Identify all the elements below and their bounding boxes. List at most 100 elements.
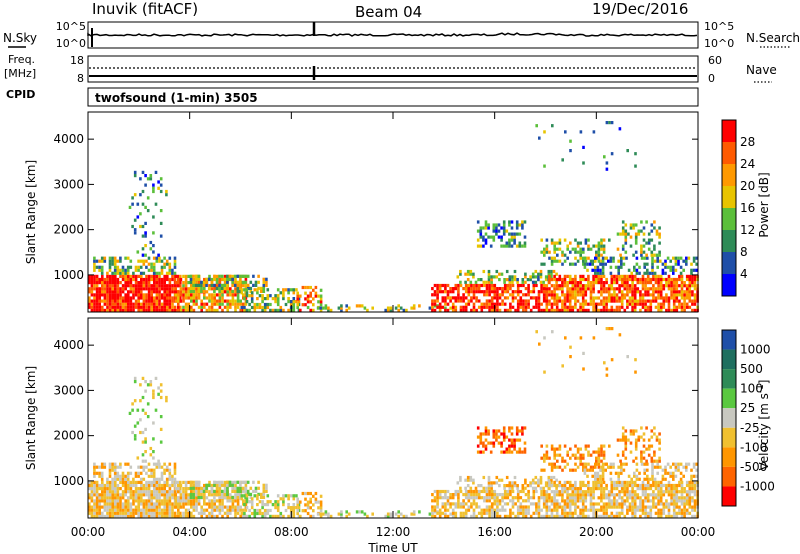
power-cell: [446, 283, 450, 288]
velocity-cell: [592, 505, 595, 509]
power-cell: [292, 288, 296, 292]
velocity-cell: [155, 483, 159, 488]
velocity-cell: [566, 511, 569, 515]
power-cell: [355, 304, 359, 308]
velocity-cell: [158, 505, 161, 509]
velocity-cell: [150, 508, 153, 512]
power-cell: [242, 284, 245, 288]
power-cell: [566, 247, 569, 251]
velocity-cell: [168, 490, 172, 494]
velocity-cell: [690, 474, 693, 478]
velocity-cell: [487, 478, 491, 482]
power-cell: [287, 291, 290, 295]
velocity-cell: [574, 490, 577, 494]
velocity-cell: [568, 487, 572, 491]
power-cell: [501, 287, 504, 291]
velocity-cell: [168, 502, 172, 506]
power-cell: [262, 283, 266, 287]
power-cell: [582, 250, 585, 254]
power-cell: [223, 299, 227, 303]
power-cell: [412, 304, 416, 308]
y-tick-label: 4000: [53, 338, 84, 352]
velocity-cell: [592, 483, 595, 488]
velocity-cell: [490, 489, 494, 494]
power-cell: [261, 300, 264, 304]
power-cell: [226, 286, 229, 290]
velocity-cell: [650, 429, 654, 433]
velocity-cell: [98, 496, 101, 500]
power-cell: [306, 300, 310, 304]
velocity-cell: [502, 435, 506, 439]
velocity-cell: [171, 483, 174, 488]
power-cell: [621, 220, 625, 224]
velocity-cell: [126, 462, 130, 466]
velocity-cell: [282, 514, 285, 518]
power-cell: [509, 287, 512, 291]
velocity-cell: [651, 468, 654, 472]
power-cell: [626, 290, 629, 294]
velocity-cell: [597, 487, 601, 491]
power-cell: [197, 293, 201, 297]
power-cell: [595, 253, 598, 257]
velocity-cell: [597, 496, 601, 500]
power-cell: [521, 220, 524, 224]
power-cell: [266, 297, 270, 301]
velocity-cell: [535, 508, 538, 512]
velocity-cell: [301, 491, 305, 496]
power-cell: [129, 277, 133, 282]
velocity-cell: [446, 499, 450, 503]
power-cell: [513, 235, 516, 239]
velocity-cell: [609, 462, 613, 466]
power-cell: [626, 149, 629, 153]
power-cell: [236, 283, 240, 287]
power-cell: [98, 299, 101, 303]
velocity-cell: [90, 511, 94, 515]
power-cell: [340, 306, 343, 310]
velocity-cell: [464, 486, 467, 490]
power-cell: [469, 280, 473, 284]
velocity-cell: [550, 508, 554, 512]
power-cell: [677, 262, 680, 266]
velocity-cell: [649, 493, 653, 497]
power-cell: [163, 262, 166, 266]
velocity-cell: [482, 441, 485, 445]
power-cell: [532, 305, 536, 309]
velocity-cell: [248, 508, 251, 513]
velocity-cell: [508, 429, 511, 433]
power-cell: [654, 299, 658, 303]
power-cell: [542, 287, 546, 291]
power-cell: [187, 296, 190, 300]
power-cell: [653, 220, 656, 224]
power-cell: [487, 280, 491, 284]
velocity-cell: [187, 496, 190, 500]
power-cell: [226, 277, 229, 281]
velocity-cell: [292, 497, 296, 501]
velocity-cell: [566, 480, 569, 484]
velocity-cell: [516, 514, 520, 518]
velocity-cell: [179, 490, 182, 494]
power-cell: [163, 308, 166, 312]
power-cell: [145, 302, 148, 306]
velocity-cell: [683, 502, 686, 506]
power-cell: [537, 305, 541, 309]
velocity-cell: [454, 514, 458, 518]
velocity-cell: [631, 483, 634, 488]
power-cell: [111, 293, 114, 297]
velocity-cell: [505, 475, 509, 480]
velocity-cell: [677, 462, 680, 466]
power-cell: [436, 293, 439, 297]
power-cell: [620, 277, 624, 282]
velocity-cell: [132, 480, 135, 484]
velocity-cell: [88, 487, 91, 491]
power-cell: [187, 305, 190, 309]
velocity-cell: [438, 496, 442, 500]
velocity-cell: [625, 462, 628, 466]
velocity-cell: [648, 477, 652, 481]
velocity-cell: [464, 496, 468, 500]
velocity-cell: [678, 490, 681, 494]
power-cell: [685, 305, 689, 309]
power-cell: [563, 296, 567, 300]
power-cell: [158, 308, 161, 312]
power-cell: [506, 290, 510, 294]
